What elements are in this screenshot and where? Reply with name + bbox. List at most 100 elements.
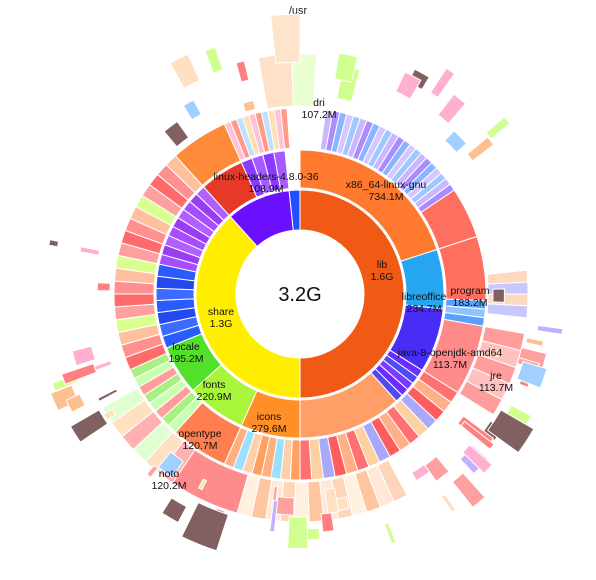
label-noto-size: 120.2M: [151, 480, 186, 492]
segment-outer-fragment[interactable]: [429, 67, 456, 99]
segment-outer-fragment[interactable]: [269, 499, 279, 533]
label-headers-name: linux-headers-4.8.0-36: [213, 171, 318, 183]
label-opentype-name: opentype: [178, 428, 221, 440]
label-opentype-size: 120.7M: [182, 440, 217, 452]
label-lib-size: 1.6G: [371, 271, 394, 283]
segment-outer-fragment[interactable]: [145, 464, 159, 479]
segment-outer-fragment[interactable]: [235, 60, 250, 83]
label-headers: linux-headers-4.8.0-36 108.9M: [213, 171, 318, 195]
segment-outer-fragment[interactable]: [525, 337, 545, 347]
label-noto: noto 120.2M: [151, 468, 186, 492]
segment-x86-children[interactable]: [417, 183, 455, 214]
label-lib: lib 1.6G: [371, 259, 394, 283]
segment-outer-fragment[interactable]: [489, 348, 500, 358]
segment-lib-sub[interactable]: [299, 439, 313, 481]
segment-outer-fragment[interactable]: [169, 53, 201, 90]
segment-misc-violet[interactable]: [273, 150, 290, 191]
segment-share[interactable]: [195, 216, 301, 399]
segment-outer-fragment[interactable]: [461, 444, 493, 475]
segment-outer-fragment[interactable]: [395, 71, 422, 100]
label-noto-name: noto: [159, 468, 180, 480]
segment-outer-fragment[interactable]: [492, 288, 505, 303]
label-locale-name: locale: [172, 341, 200, 353]
label-java: java-8-openjdk-amd64 113.7M: [397, 347, 503, 371]
segment-outer-dark[interactable]: [180, 501, 229, 552]
label-program: program 183.2M: [450, 285, 489, 309]
label-libreoffice-size: 234.7M: [406, 303, 441, 315]
segment-share-blue[interactable]: [155, 287, 195, 301]
segment-outer-fragment[interactable]: [96, 282, 111, 292]
label-x86: x86_64-linux-gnu 734.1M: [346, 179, 427, 203]
label-icons-size: 279.6M: [251, 423, 286, 435]
label-dri-name: dri: [313, 97, 325, 109]
segment-outer-fragment[interactable]: [424, 455, 450, 482]
segment-outer-dark[interactable]: [69, 409, 109, 443]
segment-icons-deep[interactable]: [236, 474, 261, 518]
label-icons-name: icons: [257, 411, 282, 423]
segment-outer-fragment[interactable]: [287, 516, 309, 549]
label-lib-name: lib: [377, 259, 388, 271]
segment-icons-deep[interactable]: [294, 481, 310, 523]
segment-outer-fragment[interactable]: [198, 478, 207, 491]
sunburst-rings[interactable]: [48, 13, 564, 552]
segment-program-deep[interactable]: [486, 303, 529, 319]
label-libreoffice: libreoffice 234.7M: [402, 291, 447, 315]
label-x86-name: x86_64-linux-gnu: [346, 179, 427, 191]
center-hole[interactable]: [237, 231, 363, 357]
segment-outer-fragment[interactable]: [444, 130, 468, 154]
label-share: share 1.3G: [208, 306, 234, 330]
segment-lib[interactable]: [299, 189, 405, 399]
label-fonts-name: fonts: [203, 379, 226, 391]
segment-outer-fragment[interactable]: [48, 238, 60, 248]
segment-outer-fragment[interactable]: [275, 496, 295, 516]
segment-outer-fragment[interactable]: [157, 451, 185, 479]
segment-outer-fragment[interactable]: [102, 408, 117, 421]
label-program-size: 183.2M: [452, 297, 487, 309]
segment-outer-fragment[interactable]: [204, 46, 224, 74]
label-locale-size: 195.2M: [168, 353, 203, 365]
segment-dri-outer[interactable]: [270, 13, 301, 64]
segment-outer-fragment[interactable]: [383, 521, 397, 545]
segment-outer-fragment[interactable]: [79, 246, 101, 256]
label-dri: dri 107.2M: [301, 97, 336, 121]
segment-outer-fragment[interactable]: [242, 99, 256, 113]
label-locale: locale 195.2M: [168, 341, 203, 365]
segment-outer-fragment[interactable]: [460, 420, 495, 451]
label-java-name: java-8-openjdk-amd64: [397, 347, 503, 359]
segment-outer-fragment[interactable]: [437, 93, 467, 125]
segment-outer-fragment[interactable]: [320, 512, 335, 533]
label-fonts-size: 220.9M: [196, 391, 231, 403]
segment-outer-fragment[interactable]: [71, 345, 96, 367]
segment-dri-area[interactable]: [280, 107, 291, 150]
segment-outer-fragment[interactable]: [411, 463, 431, 482]
segment-outer-dark[interactable]: [486, 409, 535, 454]
segment-outer-fragment[interactable]: [61, 362, 98, 385]
segment-misc-blue[interactable]: [288, 189, 301, 231]
segment-outer-fragment[interactable]: [163, 120, 190, 148]
label-share-name: share: [208, 306, 234, 318]
label-libreoffice-name: libreoffice: [402, 291, 447, 303]
segment-outer-fragment[interactable]: [161, 497, 188, 524]
label-java-size: 113.7M: [433, 359, 467, 371]
segment-outer-fragment[interactable]: [485, 116, 511, 140]
segment-jre-deep[interactable]: [458, 380, 503, 416]
label-x86-size: 734.1M: [368, 191, 403, 203]
segment-outer-fragment[interactable]: [65, 393, 86, 413]
label-jre-size: 113.7M: [479, 382, 513, 394]
segment-outer-fragment[interactable]: [466, 136, 495, 162]
segment-outer-fragment[interactable]: [451, 472, 486, 509]
label-icons: icons 279.6M: [251, 411, 286, 435]
label-opentype: opentype 120.7M: [178, 428, 221, 452]
label-share-size: 1.3G: [210, 318, 233, 330]
segment-outer-fragment[interactable]: [516, 360, 548, 389]
segment-outer-fragment[interactable]: [324, 487, 340, 514]
segment-outer-fragment[interactable]: [334, 52, 359, 83]
total-size-label: 3.2G: [278, 284, 321, 306]
segment-outer-fragment[interactable]: [440, 493, 457, 513]
segment-outer-fragment[interactable]: [97, 388, 119, 402]
segment-outer-fragment[interactable]: [536, 324, 564, 335]
segment-share-sub[interactable]: [113, 293, 155, 308]
segment-outer-fragment[interactable]: [182, 99, 203, 121]
